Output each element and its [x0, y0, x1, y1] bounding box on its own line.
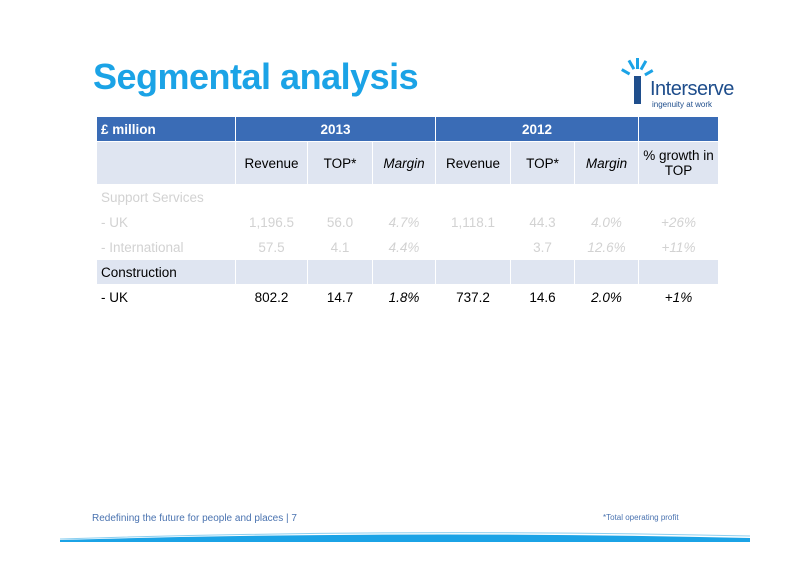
subheader-growth: % growth in TOP — [638, 141, 719, 185]
table-row: Construction — [96, 259, 719, 285]
subheader-top-2012: TOP* — [510, 141, 575, 185]
row-label: Construction — [96, 259, 236, 285]
cell-margin-2012 — [574, 184, 639, 210]
cell-revenue-2012: 1,118.1 — [435, 209, 511, 235]
header-year-2012: 2012 — [435, 116, 639, 142]
cell-margin-2013 — [372, 184, 436, 210]
footnote: *Total operating profit — [603, 513, 679, 522]
segmental-table: £ million 2013 2012 Revenue TOP* Margin … — [96, 116, 719, 310]
cell-revenue-2013: 1,196.5 — [235, 209, 308, 235]
cell-top-2012: 14.6 — [510, 284, 575, 310]
header-label: £ million — [96, 116, 236, 142]
cell-growth — [638, 184, 719, 210]
cell-margin-2013: 4.4% — [372, 234, 436, 260]
cell-revenue-2012 — [435, 234, 511, 260]
subheader-revenue-2012: Revenue — [435, 141, 511, 185]
table-row: - International 57.5 4.1 4.4% 3.7 12.6% … — [96, 234, 719, 260]
cell-top-2013: 56.0 — [307, 209, 373, 235]
cell-margin-2013: 4.7% — [372, 209, 436, 235]
table-header-row: £ million 2013 2012 — [96, 116, 719, 142]
cell-revenue-2013: 57.5 — [235, 234, 308, 260]
cell-revenue-2012 — [435, 184, 511, 210]
cell-top-2012: 3.7 — [510, 234, 575, 260]
subheader-top-2013: TOP* — [307, 141, 373, 185]
subheader-margin-2012: Margin — [574, 141, 639, 185]
cell-top-2012: 44.3 — [510, 209, 575, 235]
cell-growth: +26% — [638, 209, 719, 235]
cell-growth — [638, 259, 719, 285]
cell-margin-2013 — [372, 259, 436, 285]
footer-text: Redefining the future for people and pla… — [92, 513, 297, 524]
table-row: - UK 802.2 14.7 1.8% 737.2 14.6 2.0% +1% — [96, 284, 719, 310]
cell-top-2013 — [307, 184, 373, 210]
cell-margin-2012 — [574, 259, 639, 285]
cell-revenue-2013 — [235, 184, 308, 210]
table-row: - UK 1,196.5 56.0 4.7% 1,118.1 44.3 4.0%… — [96, 209, 719, 235]
logo-tagline: ingenuity at work — [652, 100, 713, 109]
slide-title: Segmental analysis — [93, 56, 419, 97]
row-label: Support Services — [96, 184, 236, 210]
row-label: - UK — [96, 284, 236, 310]
cell-top-2013: 4.1 — [307, 234, 373, 260]
cell-margin-2012: 2.0% — [574, 284, 639, 310]
cell-top-2012 — [510, 184, 575, 210]
footer-wave-decoration — [60, 532, 750, 542]
cell-revenue-2012 — [435, 259, 511, 285]
cell-revenue-2012: 737.2 — [435, 284, 511, 310]
row-label: - International — [96, 234, 236, 260]
cell-revenue-2013: 802.2 — [235, 284, 308, 310]
table-subheader-row: Revenue TOP* Margin Revenue TOP* Margin … — [96, 141, 719, 185]
subheader-label — [96, 141, 236, 185]
cell-top-2013 — [307, 259, 373, 285]
cell-top-2012 — [510, 259, 575, 285]
header-growth — [638, 116, 719, 142]
table-row: Support Services — [96, 184, 719, 210]
cell-growth: +11% — [638, 234, 719, 260]
logo-wordmark: Interserve — [650, 78, 734, 100]
cell-margin-2013: 1.8% — [372, 284, 436, 310]
subheader-margin-2013: Margin — [372, 141, 436, 185]
cell-margin-2012: 12.6% — [574, 234, 639, 260]
cell-top-2013: 14.7 — [307, 284, 373, 310]
cell-growth: +1% — [638, 284, 719, 310]
cell-margin-2012: 4.0% — [574, 209, 639, 235]
subheader-revenue-2013: Revenue — [235, 141, 308, 185]
cell-revenue-2013 — [235, 259, 308, 285]
interserve-logo-icon — [621, 58, 654, 104]
header-year-2013: 2013 — [235, 116, 436, 142]
row-label: - UK — [96, 209, 236, 235]
